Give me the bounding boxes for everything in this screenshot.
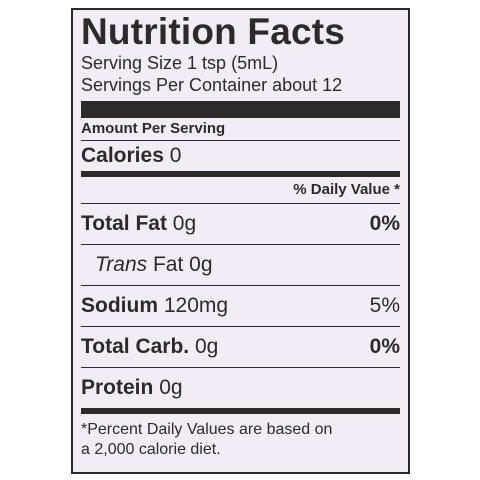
bottom-divider xyxy=(81,408,400,414)
nutrient-row-total-carb: Total Carb. 0g 0% xyxy=(81,327,400,368)
nutrient-row-trans-fat: Trans Fat 0g xyxy=(81,245,400,286)
medium-divider xyxy=(81,171,400,177)
footnote-line-2: a 2,000 calorie diet. xyxy=(81,441,221,458)
nutrient-amount: 120mg xyxy=(163,294,229,317)
nutrient-percent: 5% xyxy=(369,294,400,317)
nutrient-amount: 0g xyxy=(172,212,197,235)
servings-per-container: Servings Per Container about 12 xyxy=(81,75,343,95)
footnote-line-1: *Percent Daily Values are based on xyxy=(81,421,333,438)
nutrient-amount: 0g xyxy=(159,376,183,399)
nutrient-label: Total Carb. xyxy=(81,335,190,358)
nutrient-label: Total Fat xyxy=(81,212,167,235)
nutrient-amount: Fat 0g xyxy=(152,253,213,276)
footnote: *Percent Daily Values are based on a 2,0… xyxy=(81,420,400,460)
nutrient-name: Total Fat 0g xyxy=(81,212,196,236)
nutrient-name: Sodium 120mg xyxy=(81,294,228,318)
nutrient-row-total-fat: Total Fat 0g 0% xyxy=(81,204,400,245)
thick-divider xyxy=(81,101,400,118)
daily-value-header: % Daily Value * xyxy=(81,177,400,204)
nutrient-percent: 0% xyxy=(369,212,400,235)
nutrient-label: Protein xyxy=(81,376,154,399)
nutrient-percent: 0% xyxy=(369,335,400,358)
calories-row: Calories 0 xyxy=(81,141,400,171)
nutrient-label: Sodium xyxy=(81,294,158,317)
nutrient-row-protein: Protein 0g xyxy=(81,368,400,408)
nutrient-name: Total Carb. 0g xyxy=(81,335,218,359)
nutrient-row-sodium: Sodium 120mg 5% xyxy=(81,286,400,327)
calories-label: Calories xyxy=(81,144,164,167)
nutrition-facts-label: Nutrition Facts Serving Size 1 tsp (5mL)… xyxy=(71,8,410,474)
nutrient-amount: 0g xyxy=(194,335,219,358)
nutrient-name: Trans Fat 0g xyxy=(95,253,213,277)
nutrient-label: Trans xyxy=(95,253,148,276)
nutrient-name: Protein 0g xyxy=(81,376,183,400)
serving-size: Serving Size 1 tsp (5mL) xyxy=(81,53,279,73)
label-title: Nutrition Facts xyxy=(81,11,346,52)
amount-per-serving: Amount Per Serving xyxy=(81,118,400,141)
calories-value: 0 xyxy=(169,144,182,167)
